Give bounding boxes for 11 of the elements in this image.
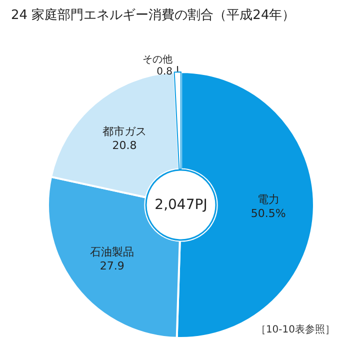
slice-label: その他 [142, 54, 173, 66]
data-label: 20.8 [112, 138, 137, 152]
data-label: 50.5% [250, 206, 286, 220]
text: ［10-10表参照］ [256, 324, 336, 336]
chart-title: 24 家庭部門エネルギー消費の割合（平成24年） [11, 7, 296, 23]
slice-label: 石油製品 [90, 245, 134, 258]
slice-label: 電力 [257, 192, 280, 206]
data-label: 0.8 [156, 66, 173, 78]
slice-label: 都市ガス [102, 124, 146, 138]
text: 2,047PJ [154, 197, 208, 213]
data-label: 27.9 [100, 259, 124, 272]
